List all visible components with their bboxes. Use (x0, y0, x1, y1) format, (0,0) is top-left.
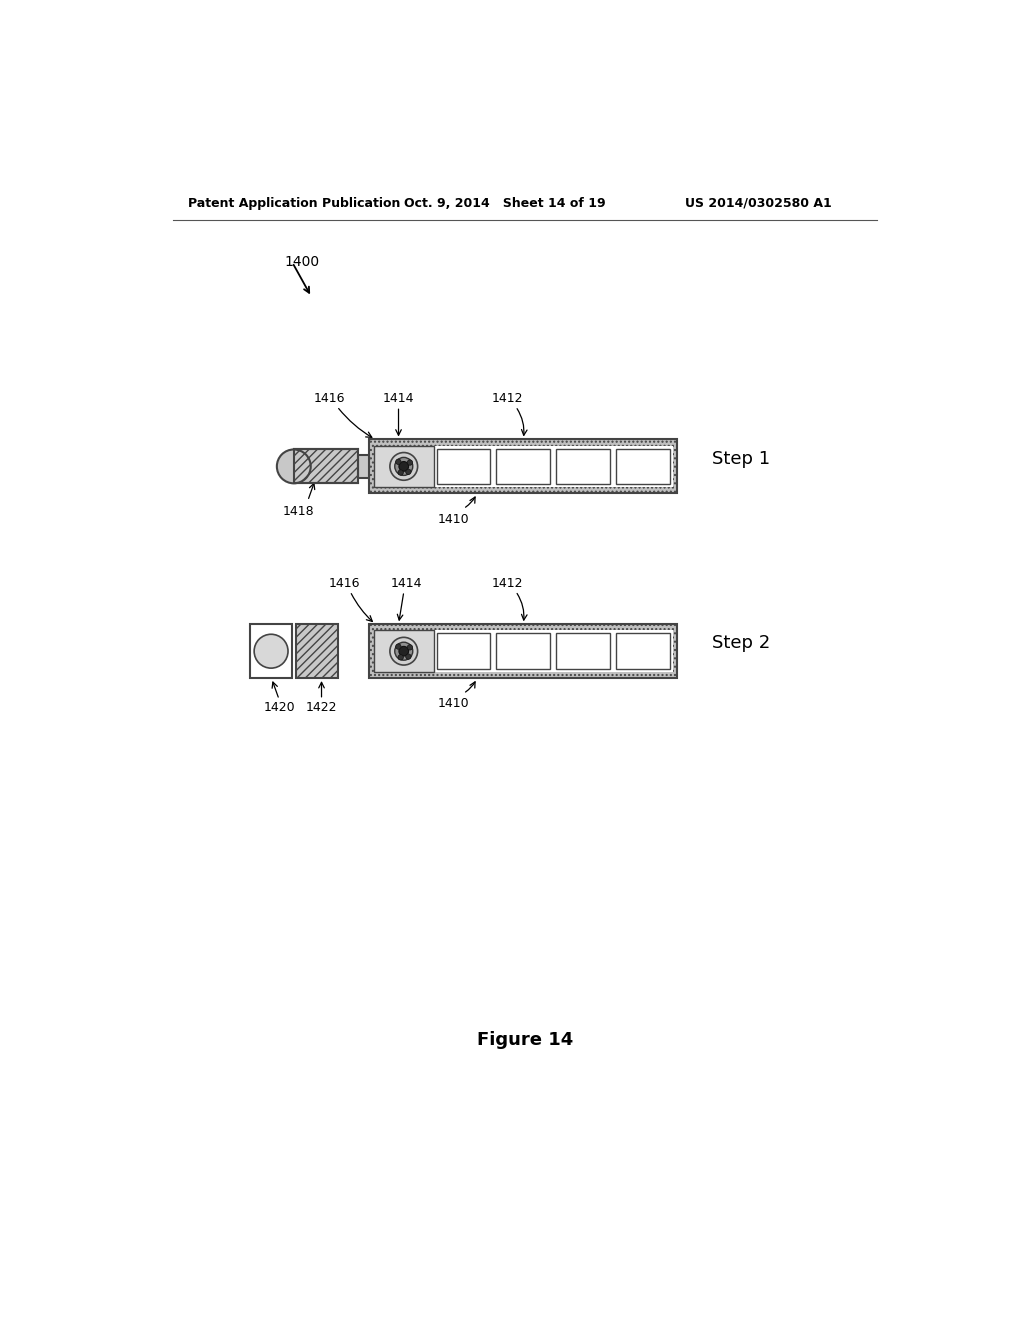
Bar (374, 631, 433, 672)
Text: Figure 14: Figure 14 (477, 1031, 572, 1049)
Text: 1418: 1418 (283, 506, 314, 517)
Circle shape (395, 644, 401, 649)
Circle shape (408, 644, 413, 649)
Circle shape (406, 653, 411, 659)
Bar (616, 634, 670, 669)
Circle shape (406, 469, 411, 474)
Text: 1422: 1422 (306, 701, 337, 714)
Bar (374, 631, 673, 672)
Text: 1412: 1412 (493, 392, 523, 405)
Bar (294, 450, 358, 483)
Text: 1416: 1416 (313, 392, 345, 405)
Bar (497, 634, 550, 669)
Circle shape (394, 458, 413, 475)
Ellipse shape (276, 449, 310, 483)
Text: 1410: 1410 (438, 512, 470, 525)
Text: 1414: 1414 (390, 577, 422, 590)
Circle shape (408, 459, 413, 465)
Text: 1414: 1414 (383, 392, 415, 405)
Bar (374, 446, 673, 487)
Circle shape (390, 453, 418, 480)
Text: Oct. 9, 2014   Sheet 14 of 19: Oct. 9, 2014 Sheet 14 of 19 (403, 197, 605, 210)
Circle shape (398, 470, 403, 475)
Bar (556, 449, 610, 484)
Bar (616, 449, 670, 484)
Text: Step 2: Step 2 (712, 635, 770, 652)
Circle shape (398, 655, 403, 660)
Circle shape (254, 635, 288, 668)
Text: 1410: 1410 (438, 697, 470, 710)
Bar (250, 624, 292, 678)
Bar (370, 440, 677, 494)
Text: US 2014/0302580 A1: US 2014/0302580 A1 (685, 197, 831, 210)
Bar (497, 449, 550, 484)
Text: Step 1: Step 1 (712, 450, 770, 467)
Bar (358, 455, 370, 478)
Circle shape (394, 643, 413, 660)
Bar (296, 624, 339, 678)
Bar (370, 624, 677, 678)
Bar (374, 446, 433, 487)
Circle shape (395, 459, 401, 465)
Circle shape (390, 638, 418, 665)
Text: 1400: 1400 (285, 255, 319, 269)
Bar (436, 449, 490, 484)
Text: Patent Application Publication: Patent Application Publication (188, 197, 400, 210)
Text: 1420: 1420 (263, 701, 295, 714)
Bar (436, 634, 490, 669)
Circle shape (399, 462, 409, 471)
Bar (556, 634, 610, 669)
Bar (294, 450, 358, 483)
Text: 1416: 1416 (329, 577, 360, 590)
Text: 1412: 1412 (493, 577, 523, 590)
Circle shape (399, 647, 409, 656)
